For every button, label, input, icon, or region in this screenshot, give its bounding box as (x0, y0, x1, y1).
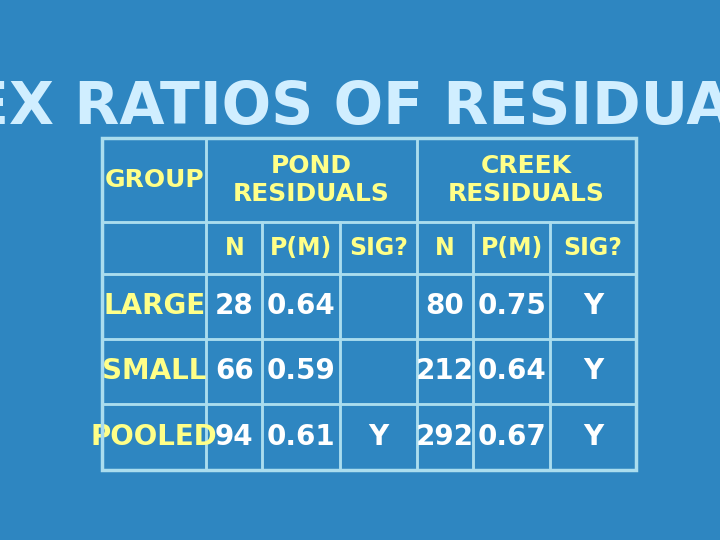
Bar (473, 404, 550, 470)
Text: POND
RESIDUALS: POND RESIDUALS (233, 154, 390, 206)
Text: 292: 292 (416, 423, 474, 451)
Bar (207, 274, 262, 339)
Bar (102, 138, 636, 470)
Bar (550, 404, 636, 470)
Text: P(M): P(M) (270, 236, 332, 260)
Bar (550, 339, 636, 404)
Bar (417, 404, 473, 470)
Bar (207, 339, 262, 404)
Bar (262, 274, 340, 339)
Text: 0.59: 0.59 (266, 357, 336, 385)
Bar (207, 222, 262, 274)
Text: 80: 80 (426, 292, 464, 320)
Text: N: N (225, 236, 244, 260)
Bar (262, 404, 340, 470)
Bar (102, 222, 207, 274)
Bar (417, 274, 473, 339)
Bar (550, 222, 636, 274)
Bar (340, 404, 417, 470)
Text: 0.61: 0.61 (266, 423, 336, 451)
Bar (340, 274, 417, 339)
Text: N: N (435, 236, 455, 260)
Bar (102, 138, 207, 222)
Bar (262, 222, 340, 274)
Bar (262, 339, 340, 404)
Text: SMALL: SMALL (102, 357, 207, 385)
Text: 0.64: 0.64 (266, 292, 336, 320)
Text: Y: Y (583, 292, 603, 320)
Text: SIG?: SIG? (564, 236, 623, 260)
Bar (417, 138, 636, 222)
Bar (102, 404, 207, 470)
Bar (473, 274, 550, 339)
Text: Y: Y (368, 423, 389, 451)
Bar (473, 222, 550, 274)
Text: LARGE: LARGE (103, 292, 205, 320)
Text: 28: 28 (215, 292, 253, 320)
Text: 0.75: 0.75 (477, 292, 546, 320)
Bar (102, 274, 207, 339)
Bar (102, 339, 207, 404)
Text: 212: 212 (416, 357, 474, 385)
Bar (473, 339, 550, 404)
Bar (417, 339, 473, 404)
Text: 66: 66 (215, 357, 253, 385)
Bar (207, 138, 417, 222)
Text: SEX RATIOS OF RESIDUALS: SEX RATIOS OF RESIDUALS (0, 79, 720, 137)
Text: 94: 94 (215, 423, 253, 451)
Bar (340, 222, 417, 274)
Text: SIG?: SIG? (349, 236, 408, 260)
Text: GROUP: GROUP (104, 168, 204, 192)
Text: Y: Y (583, 423, 603, 451)
Bar (207, 404, 262, 470)
Text: P(M): P(M) (480, 236, 543, 260)
Text: Y: Y (583, 357, 603, 385)
Text: POOLED: POOLED (91, 423, 217, 451)
Text: 0.64: 0.64 (477, 357, 546, 385)
Bar (417, 222, 473, 274)
Text: CREEK
RESIDUALS: CREEK RESIDUALS (448, 154, 605, 206)
Text: 0.67: 0.67 (477, 423, 546, 451)
Bar (550, 274, 636, 339)
Bar (340, 339, 417, 404)
